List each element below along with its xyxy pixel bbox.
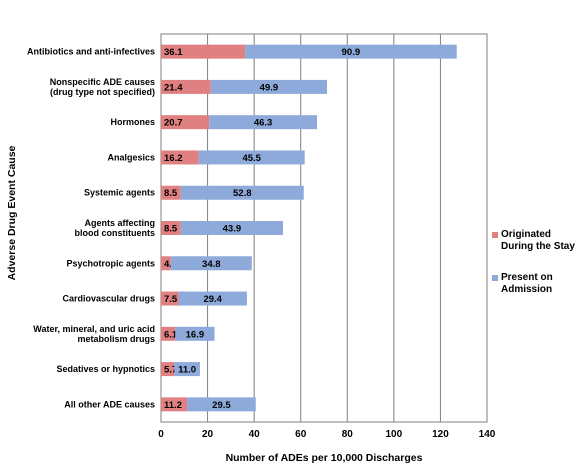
bar-present <box>209 115 318 130</box>
data-label: 29.4 <box>203 294 222 305</box>
category-label: Cardiovascular drugs <box>62 294 155 304</box>
bar-originated <box>161 221 181 235</box>
bar-originated <box>161 291 179 306</box>
data-label: 21.4 <box>164 82 183 93</box>
bar-originated <box>161 150 199 165</box>
data-label: 49.9 <box>260 82 279 93</box>
bars: 36.1 90.9 21.4 49.9 20.7 46.3 16.2 45.5 8.5 52.8 8… <box>161 44 457 412</box>
category-label: Systemic agents <box>84 188 155 198</box>
y-axis-title: Adverse Drug Event Cause <box>6 145 18 280</box>
data-label: 4.2 <box>164 259 177 270</box>
data-label: 90.9 <box>342 47 361 58</box>
bar-present <box>175 326 215 341</box>
data-label: 46.3 <box>254 118 273 129</box>
category-label: All other ADE causes <box>64 399 155 409</box>
data-label: 5.7 <box>164 365 177 376</box>
data-label: 16.2 <box>164 153 183 164</box>
x-tick-label: 80 <box>342 429 354 440</box>
bar-present <box>210 79 328 94</box>
legend-label-line: Present on <box>501 272 553 283</box>
bar-present <box>198 150 305 165</box>
bar-originated <box>161 115 210 130</box>
bar-present <box>178 291 247 306</box>
x-tick-label: 140 <box>479 429 496 440</box>
legend-swatch-originated <box>492 232 498 238</box>
category-label: Antibiotics and anti-infectives <box>27 47 155 57</box>
x-axis-title: Number of ADEs per 10,000 Discharges <box>226 452 423 464</box>
bar-present <box>245 44 457 59</box>
x-tick-label: 100 <box>386 429 403 440</box>
bar-originated <box>161 326 176 341</box>
data-label: 29.5 <box>212 400 231 411</box>
grid-lines <box>160 33 488 423</box>
data-label: 52.8 <box>233 188 252 199</box>
data-label: 36.1 <box>164 47 183 58</box>
x-tick-label: 0 <box>158 429 164 440</box>
x-tick-labels: 0 20 40 60 80 100 120 140 <box>158 429 496 440</box>
data-label: 43.9 <box>223 224 242 235</box>
bar-present <box>187 397 256 412</box>
data-label: 11.0 <box>178 365 196 376</box>
category-label: Water, mineral, and uric acid metabolism … <box>33 324 155 344</box>
category-label: Psychotropic agents <box>66 258 155 268</box>
data-label: 7.5 <box>164 294 178 305</box>
bar-originated <box>161 397 188 412</box>
data-label: 20.7 <box>164 118 183 129</box>
data-label: 8.5 <box>164 224 178 235</box>
bar-originated <box>161 362 175 377</box>
legend-label-line: Originated <box>501 229 552 240</box>
legend-label-line: During the Stay <box>501 241 575 252</box>
legend-swatch-present <box>492 275 498 281</box>
data-label: 34.8 <box>202 259 221 270</box>
bar-originated <box>161 44 246 59</box>
x-tick-label: 60 <box>295 429 307 440</box>
category-label: Hormones <box>110 117 155 127</box>
bar-originated <box>161 256 171 271</box>
category-labels: Antibiotics and anti-infectives Nonspecif… <box>27 47 155 410</box>
bar-present <box>180 185 304 200</box>
data-label: 16.9 <box>186 329 205 340</box>
category-label: Agents affecting blood constituents <box>75 218 156 238</box>
data-label: 8.5 <box>164 188 178 199</box>
data-label: 45.5 <box>242 153 261 164</box>
bar-originated <box>161 185 181 200</box>
bar-originated <box>161 79 211 94</box>
data-label: 6.1 <box>164 329 178 340</box>
x-tick-label: 40 <box>249 429 261 440</box>
bar-present <box>174 362 200 377</box>
legend-label-present: Present on Admission <box>501 272 585 296</box>
data-label: 11.2 <box>164 400 182 411</box>
category-label: Sedatives or hypnotics <box>56 364 155 374</box>
bar-present <box>170 256 252 271</box>
legend-label-line: Admission <box>501 284 553 295</box>
category-label: Analgesics <box>107 152 155 162</box>
bar-present <box>180 221 284 235</box>
category-label: Nonspecific ADE causes (drug type not spe… <box>50 77 155 97</box>
x-tick-label: 120 <box>432 429 449 440</box>
x-tick-label: 20 <box>202 429 214 440</box>
legend-label-originated: Originated During the Stay <box>501 229 585 253</box>
